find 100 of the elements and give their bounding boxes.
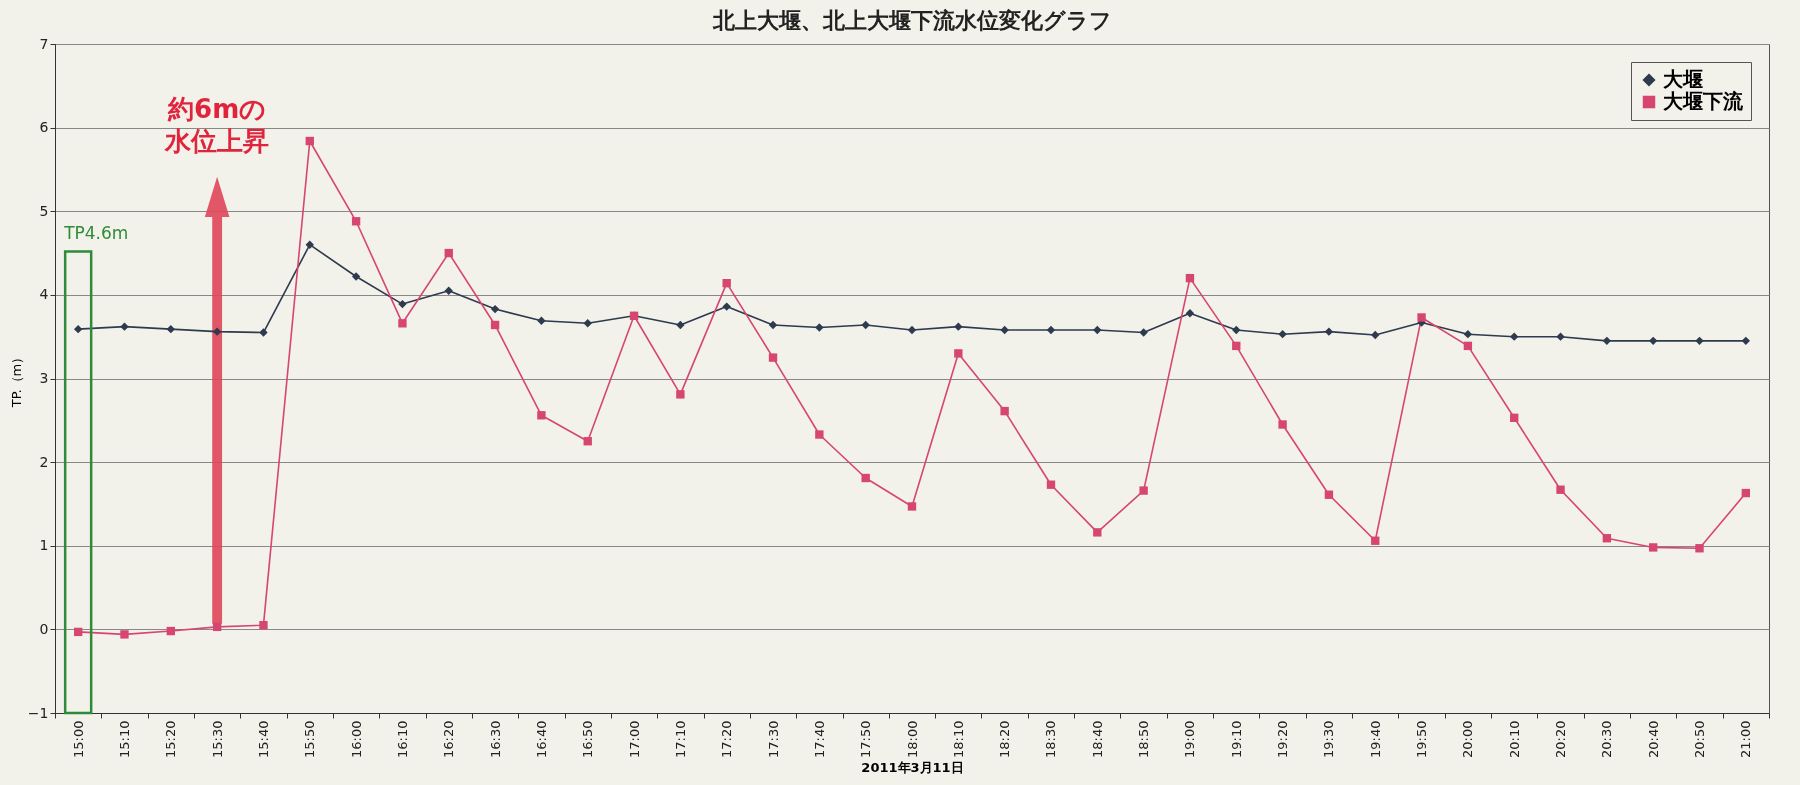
x-tick-label: 18:00	[904, 720, 920, 758]
point	[1278, 330, 1287, 339]
x-tick-label: 19:20	[1275, 720, 1291, 758]
point	[583, 319, 592, 328]
x-tick-label: 20:20	[1553, 720, 1569, 758]
point	[1139, 486, 1148, 495]
x-tick-label: 16:40	[533, 720, 549, 758]
point	[676, 390, 685, 399]
y-tick-label: 2	[39, 453, 49, 470]
y-tick-label: 3	[39, 370, 49, 386]
annotation: 約6mの水位上昇	[164, 93, 270, 156]
point	[1000, 406, 1009, 416]
point	[398, 319, 407, 328]
x-tick-label: 15:40	[255, 720, 271, 758]
x-tick-label: 15:50	[302, 720, 318, 758]
x-tick-label: 19:40	[1367, 720, 1383, 758]
y-axis-title: TP.（m）	[8, 350, 24, 409]
point	[1185, 309, 1195, 318]
point	[954, 349, 963, 358]
point	[1324, 327, 1334, 336]
point	[583, 437, 592, 446]
point	[1371, 330, 1380, 340]
x-tick-label: 18:20	[997, 720, 1013, 758]
point	[351, 217, 361, 226]
x-tick-label: 17:50	[858, 720, 874, 758]
point	[1185, 273, 1195, 283]
point	[259, 621, 268, 630]
point	[212, 327, 222, 336]
y-tick-label: 5	[39, 202, 49, 219]
point	[120, 630, 129, 639]
point	[1741, 336, 1751, 346]
point	[259, 328, 268, 337]
point	[1000, 325, 1009, 335]
point	[1602, 534, 1612, 543]
x-tick-label: 16:10	[394, 720, 410, 758]
point	[1046, 480, 1056, 489]
x-tick-label: 17:10	[672, 720, 688, 758]
point	[1556, 485, 1565, 494]
point	[1093, 528, 1102, 537]
x-tick-label: 17:20	[719, 720, 735, 758]
x-tick-label: 20:30	[1599, 720, 1615, 758]
point	[1510, 332, 1519, 341]
point	[1417, 313, 1426, 322]
x-tick-label: 18:50	[1136, 720, 1152, 758]
point	[1602, 336, 1612, 346]
y-tick-label: 6	[39, 119, 49, 136]
chart-title: 北上大堰、北上大堰下流水位変化グラフ	[711, 8, 1112, 33]
point	[1278, 420, 1287, 429]
x-tick-label: 15:30	[209, 720, 225, 758]
point	[1695, 336, 1704, 346]
x-tick-label: 18:30	[1043, 720, 1059, 758]
x-tick-label: 20:50	[1692, 720, 1708, 758]
point	[1093, 325, 1102, 335]
x-tick-label: 16:30	[487, 720, 503, 758]
point	[768, 353, 778, 362]
point	[861, 473, 870, 483]
legend-label: 大堰下流	[1663, 89, 1744, 113]
annotation: TP4.6m	[63, 222, 129, 243]
x-tick-label: 18:10	[950, 720, 966, 758]
point	[722, 302, 731, 311]
point	[768, 320, 778, 330]
point	[490, 320, 500, 330]
point	[351, 272, 361, 281]
x-tick-label: 20:00	[1460, 720, 1476, 758]
point	[1741, 488, 1751, 498]
x-tick-label: 16:00	[348, 720, 364, 758]
point	[722, 278, 731, 288]
point	[305, 240, 314, 249]
point	[1046, 325, 1056, 335]
point	[444, 286, 453, 295]
point	[1463, 330, 1473, 339]
point	[1232, 341, 1241, 351]
point	[861, 320, 870, 330]
point	[1510, 413, 1519, 422]
point	[537, 316, 546, 325]
point	[1371, 536, 1380, 545]
point	[537, 411, 546, 420]
x-tick-label: 19:30	[1321, 720, 1337, 758]
point	[1556, 332, 1565, 341]
y-tick-label: 4	[39, 286, 49, 303]
x-tick-label: 17:00	[626, 720, 642, 758]
point	[166, 324, 175, 334]
point	[1649, 336, 1658, 346]
x-axis-title: 2011年3月11日	[861, 759, 964, 775]
point	[1324, 490, 1334, 499]
x-tick-label: 17:30	[765, 720, 781, 758]
point	[73, 324, 83, 334]
x-tick-label: 15:00	[70, 720, 86, 758]
point	[1463, 341, 1473, 351]
x-tick-label: 15:10	[116, 720, 132, 758]
point	[305, 136, 314, 146]
x-tick-label: 21:00	[1738, 720, 1754, 758]
x-tick-label: 16:50	[580, 720, 596, 758]
x-tick-label: 17:40	[811, 720, 827, 758]
x-tick-label: 19:00	[1182, 720, 1198, 758]
x-tick-label: 15:20	[163, 720, 179, 758]
x-tick-label: 16:20	[441, 720, 457, 758]
y-tick-label: 7	[39, 35, 49, 52]
point	[1232, 325, 1241, 335]
point	[212, 622, 222, 632]
